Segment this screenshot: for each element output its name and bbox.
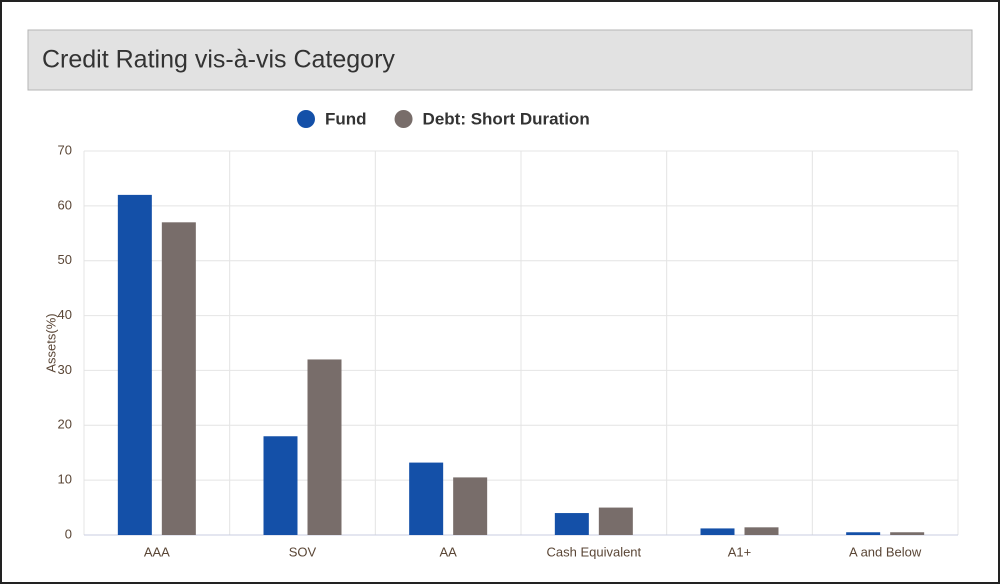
- legend-label: Debt: Short Duration: [423, 109, 590, 128]
- bar: [744, 527, 779, 535]
- chart-title: Credit Rating vis-à-vis Category: [42, 46, 395, 74]
- bar: [263, 436, 298, 535]
- bar: [890, 532, 925, 535]
- x-tick-label: SOV: [289, 544, 317, 559]
- y-tick-label: 30: [58, 362, 72, 377]
- y-tick-label: 70: [58, 142, 72, 157]
- x-tick-label: AA: [439, 544, 457, 559]
- legend-swatch: [394, 110, 413, 128]
- bar: [161, 222, 196, 536]
- bar: [409, 462, 444, 535]
- x-tick-label: AAA: [144, 544, 170, 559]
- bar: [453, 477, 488, 535]
- x-tick-label: Cash Equivalent: [546, 544, 641, 559]
- y-tick-label: 20: [58, 417, 72, 432]
- y-axis-label: Assets(%): [43, 313, 58, 372]
- y-tick-label: 0: [65, 526, 72, 541]
- bar: [117, 194, 152, 535]
- x-tick-label: A1+: [728, 544, 752, 559]
- bar: [598, 507, 633, 535]
- y-tick-label: 40: [58, 307, 72, 322]
- bar: [846, 532, 881, 535]
- y-tick-label: 10: [58, 472, 72, 487]
- y-tick-label: 60: [58, 197, 72, 212]
- y-tick-label: 50: [58, 252, 72, 267]
- legend-label: Fund: [325, 109, 367, 128]
- legend-swatch: [297, 110, 315, 128]
- x-tick-label: A and Below: [849, 544, 922, 559]
- bar: [700, 528, 735, 535]
- bar: [554, 513, 589, 535]
- header-box: [27, 29, 973, 91]
- bar: [307, 359, 342, 535]
